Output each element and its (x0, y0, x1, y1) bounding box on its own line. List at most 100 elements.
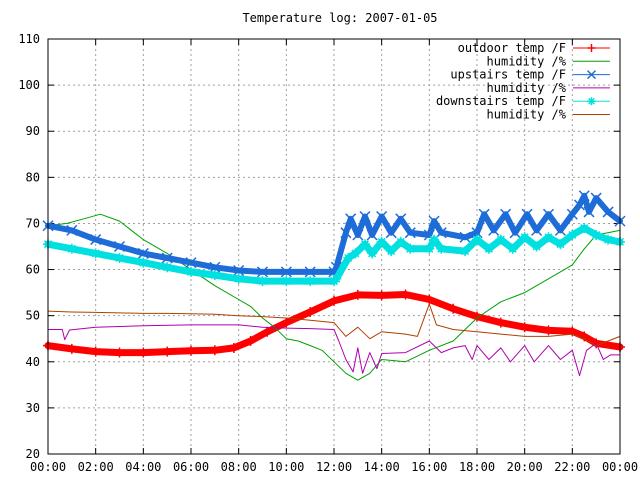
data-point (519, 322, 530, 333)
x-tick-label: 00:00 (602, 460, 638, 474)
y-tick-label: 70 (26, 216, 40, 230)
data-point (161, 252, 173, 264)
y-tick-label: 20 (26, 447, 40, 461)
data-point (531, 241, 542, 252)
data-point (366, 229, 378, 241)
legend-label: outdoor temp /F (458, 41, 566, 55)
data-point (460, 246, 471, 257)
data-point (472, 311, 482, 322)
data-point (345, 213, 357, 225)
data-point (472, 234, 482, 245)
data-point (138, 347, 149, 358)
data-point (280, 266, 292, 278)
data-point (257, 276, 268, 287)
y-tick-label: 30 (26, 401, 40, 415)
data-point (113, 240, 126, 253)
y-tick-label: 80 (26, 170, 40, 184)
x-tick-label: 00:00 (30, 460, 66, 474)
x-tick-label: 14:00 (364, 460, 400, 474)
data-point (573, 199, 586, 211)
y-tick-label: 50 (26, 309, 40, 323)
data-point (519, 232, 530, 243)
series-5 (47, 303, 621, 347)
data-point (66, 224, 78, 236)
data-point (209, 261, 221, 273)
x-tick-label: 02:00 (78, 460, 114, 474)
data-point (583, 206, 595, 218)
data-point (555, 239, 566, 250)
y-tick-label: 100 (18, 78, 40, 92)
legend-entry: humidity /% (487, 108, 610, 122)
data-point (400, 289, 411, 300)
x-tick-label: 08:00 (221, 460, 257, 474)
data-point (567, 229, 578, 240)
data-point (352, 289, 363, 300)
data-point (209, 270, 220, 281)
series-3 (47, 324, 621, 377)
x-tick-label: 16:00 (411, 460, 447, 474)
y-tick-label: 60 (26, 263, 40, 277)
legend-label: upstairs temp /F (450, 68, 566, 82)
data-point (162, 262, 173, 273)
data-point (376, 290, 387, 301)
data-point (186, 345, 196, 356)
data-point (114, 253, 125, 264)
data-point (603, 234, 614, 245)
legend-entry: downstairs temp /F (436, 94, 610, 108)
data-point (281, 276, 292, 287)
data-point (531, 224, 543, 236)
data-point (395, 213, 407, 225)
data-point (566, 208, 578, 220)
data-point (591, 229, 602, 240)
data-point (459, 231, 471, 243)
data-point (436, 243, 447, 254)
series-lines (42, 190, 626, 381)
data-point (579, 331, 590, 342)
data-point (367, 248, 378, 259)
legend-entry: humidity /% (487, 81, 610, 95)
data-point (386, 246, 397, 257)
data-point (114, 347, 125, 358)
data-point (587, 44, 596, 52)
legend-label: humidity /% (487, 54, 567, 68)
plot-frame (47, 38, 621, 455)
data-point (228, 342, 239, 353)
data-point (543, 232, 554, 243)
data-point (256, 266, 269, 278)
series-0 (43, 289, 625, 358)
legend-entry: humidity /% (487, 54, 610, 68)
data-point (495, 317, 506, 328)
data-point (424, 294, 435, 305)
data-point (543, 325, 554, 336)
series-line (47, 213, 621, 381)
data-point (350, 248, 361, 259)
data-point (233, 273, 244, 284)
data-point (567, 326, 578, 337)
y-tick-label: 90 (26, 124, 40, 138)
y-tick-label: 110 (18, 32, 40, 46)
data-point (305, 306, 316, 317)
y-tick-label: 40 (26, 355, 40, 369)
data-point (343, 253, 354, 264)
data-point (542, 208, 555, 220)
data-point (435, 227, 447, 239)
data-point (500, 208, 512, 220)
data-point (340, 227, 352, 239)
data-point (590, 192, 602, 204)
x-tick-label: 04:00 (125, 460, 161, 474)
data-point (509, 227, 521, 239)
data-point (66, 343, 77, 354)
data-point (385, 227, 397, 239)
legend-entry: outdoor temp /F (458, 41, 610, 55)
data-point (376, 210, 388, 223)
data-point (424, 243, 435, 254)
data-point (429, 234, 440, 245)
legend-label: humidity /% (487, 108, 567, 122)
legend-entry: upstairs temp /F (450, 68, 610, 82)
data-point (495, 234, 506, 245)
axis-ticks: 00:00 02:00 04:00 06:00 08:00 10:00 12:00 14:00… (18, 32, 638, 474)
data-point (137, 247, 149, 259)
legend-label: downstairs temp /F (436, 94, 566, 108)
